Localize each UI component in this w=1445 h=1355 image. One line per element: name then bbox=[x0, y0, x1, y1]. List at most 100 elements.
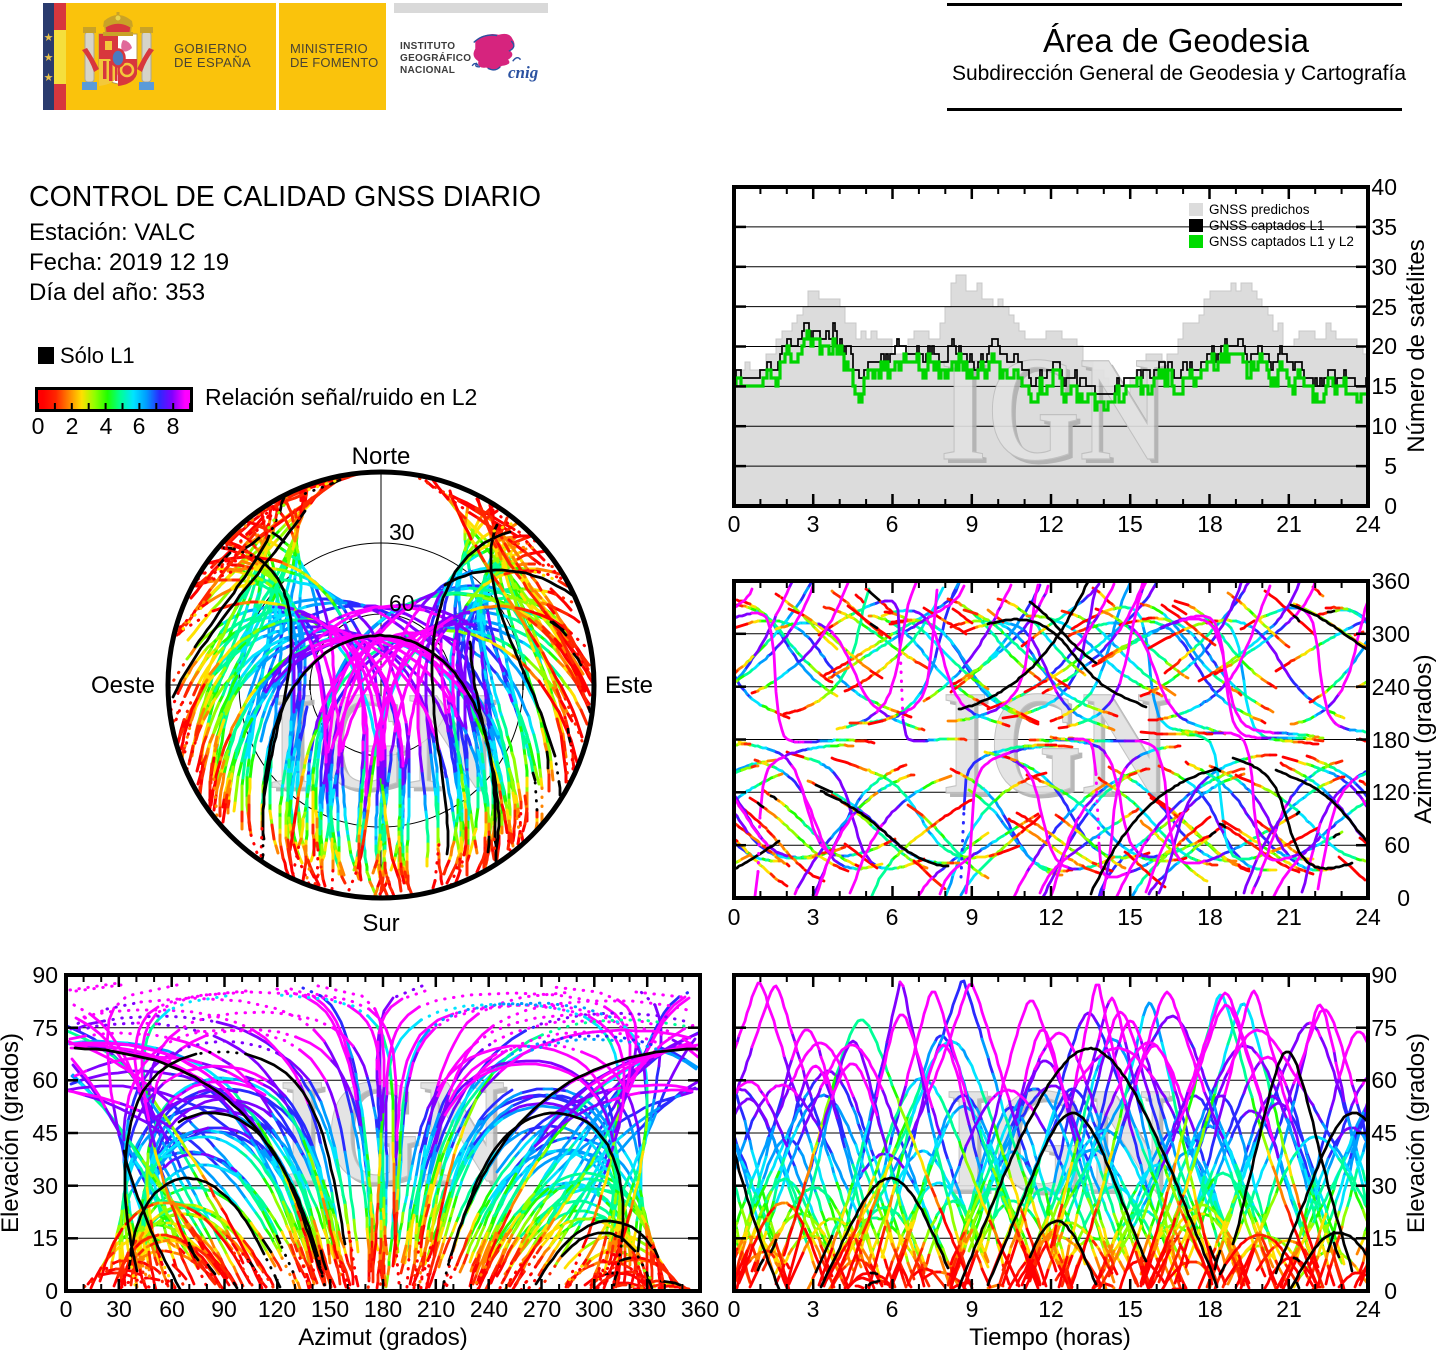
svg-text:45: 45 bbox=[32, 1120, 58, 1146]
svg-text:24: 24 bbox=[1355, 511, 1381, 537]
svg-text:21: 21 bbox=[1276, 904, 1302, 930]
svg-text:★: ★ bbox=[44, 72, 54, 84]
svg-text:NACIONAL: NACIONAL bbox=[400, 65, 455, 76]
svg-text:Relación señal/ruido en L2: Relación señal/ruido en L2 bbox=[205, 384, 477, 410]
svg-text:Elevación (grados): Elevación (grados) bbox=[0, 1033, 24, 1233]
svg-text:GEOGRÁFICO: GEOGRÁFICO bbox=[400, 51, 471, 64]
svg-text:Estación: VALC: Estación: VALC bbox=[29, 219, 195, 246]
svg-text:30: 30 bbox=[32, 1173, 58, 1199]
svg-text:6: 6 bbox=[886, 1296, 899, 1322]
svg-text:15: 15 bbox=[32, 1225, 58, 1251]
svg-text:18: 18 bbox=[1197, 511, 1223, 537]
svg-text:6: 6 bbox=[886, 511, 899, 537]
svg-text:cnig: cnig bbox=[508, 63, 539, 82]
svg-text:Área de Geodesia: Área de Geodesia bbox=[1043, 22, 1310, 59]
svg-text:240: 240 bbox=[470, 1296, 508, 1322]
svg-text:0: 0 bbox=[1397, 885, 1410, 911]
svg-text:GNSS predichos: GNSS predichos bbox=[1209, 202, 1310, 217]
svg-text:Azimut (grados): Azimut (grados) bbox=[1410, 654, 1437, 823]
svg-text:40: 40 bbox=[1371, 174, 1397, 200]
svg-text:270: 270 bbox=[523, 1296, 561, 1322]
svg-text:60: 60 bbox=[1371, 1067, 1397, 1093]
svg-text:12: 12 bbox=[1038, 511, 1064, 537]
svg-text:21: 21 bbox=[1276, 1296, 1302, 1322]
svg-text:15: 15 bbox=[1117, 1296, 1143, 1322]
svg-text:45: 45 bbox=[1371, 1120, 1397, 1146]
svg-text:90: 90 bbox=[211, 1296, 237, 1322]
svg-text:300: 300 bbox=[575, 1296, 613, 1322]
svg-text:15: 15 bbox=[1117, 511, 1143, 537]
svg-text:120: 120 bbox=[1372, 779, 1410, 805]
svg-text:6: 6 bbox=[133, 413, 146, 439]
svg-text:IGN: IGN bbox=[940, 326, 1166, 492]
svg-text:24: 24 bbox=[1355, 1296, 1381, 1322]
svg-text:Este: Este bbox=[605, 672, 653, 699]
svg-text:5: 5 bbox=[1384, 453, 1397, 479]
svg-text:75: 75 bbox=[32, 1015, 58, 1041]
svg-text:GOBIERNO: GOBIERNO bbox=[174, 41, 247, 56]
svg-text:60: 60 bbox=[32, 1067, 58, 1093]
svg-text:360: 360 bbox=[681, 1296, 719, 1322]
svg-text:90: 90 bbox=[1371, 962, 1397, 988]
svg-text:★: ★ bbox=[44, 32, 54, 44]
svg-text:35: 35 bbox=[1371, 214, 1397, 240]
svg-text:0: 0 bbox=[1384, 1278, 1397, 1304]
svg-text:15: 15 bbox=[1117, 904, 1143, 930]
svg-text:75: 75 bbox=[1371, 1015, 1397, 1041]
svg-text:12: 12 bbox=[1038, 1296, 1064, 1322]
svg-text:210: 210 bbox=[417, 1296, 455, 1322]
svg-text:4: 4 bbox=[100, 413, 113, 439]
svg-text:60: 60 bbox=[1384, 832, 1410, 858]
svg-text:120: 120 bbox=[258, 1296, 296, 1322]
svg-text:25: 25 bbox=[1371, 294, 1397, 320]
svg-text:9: 9 bbox=[966, 511, 979, 537]
svg-text:3: 3 bbox=[807, 904, 820, 930]
svg-text:DE FOMENTO: DE FOMENTO bbox=[290, 55, 378, 70]
svg-text:8: 8 bbox=[167, 413, 180, 439]
svg-text:Número de satélites: Número de satélites bbox=[1403, 239, 1430, 452]
svg-text:18: 18 bbox=[1197, 1296, 1223, 1322]
svg-text:10: 10 bbox=[1371, 413, 1397, 439]
svg-text:0: 0 bbox=[1384, 493, 1397, 519]
svg-text:9: 9 bbox=[966, 904, 979, 930]
svg-text:24: 24 bbox=[1355, 904, 1381, 930]
svg-text:0: 0 bbox=[45, 1278, 58, 1304]
svg-text:GNSS captados L1: GNSS captados L1 bbox=[1209, 218, 1325, 233]
svg-text:60: 60 bbox=[159, 1296, 185, 1322]
svg-text:150: 150 bbox=[311, 1296, 349, 1322]
svg-text:21: 21 bbox=[1276, 511, 1302, 537]
svg-text:180: 180 bbox=[1372, 727, 1410, 753]
svg-text:180: 180 bbox=[364, 1296, 402, 1322]
svg-text:330: 330 bbox=[628, 1296, 666, 1322]
svg-text:6: 6 bbox=[886, 904, 899, 930]
svg-text:Día del año: 353: Día del año: 353 bbox=[29, 279, 205, 306]
svg-text:9: 9 bbox=[966, 1296, 979, 1322]
svg-text:Fecha: 2019 12 19: Fecha: 2019 12 19 bbox=[29, 249, 229, 276]
svg-text:2: 2 bbox=[66, 413, 79, 439]
svg-text:Norte: Norte bbox=[352, 443, 411, 470]
svg-text:Oeste: Oeste bbox=[91, 672, 155, 699]
svg-text:Sólo L1: Sólo L1 bbox=[60, 343, 135, 368]
svg-text:30: 30 bbox=[389, 519, 415, 545]
svg-text:Elevación (grados): Elevación (grados) bbox=[1403, 1033, 1430, 1233]
svg-text:Subdirección General de Geodes: Subdirección General de Geodesia y Carto… bbox=[952, 62, 1406, 85]
svg-text:0: 0 bbox=[728, 511, 741, 537]
svg-text:3: 3 bbox=[807, 511, 820, 537]
svg-text:60: 60 bbox=[389, 590, 415, 616]
svg-text:Azimut (grados): Azimut (grados) bbox=[298, 1324, 467, 1350]
svg-text:240: 240 bbox=[1372, 674, 1410, 700]
svg-text:CONTROL DE CALIDAD GNSS DIARIO: CONTROL DE CALIDAD GNSS DIARIO bbox=[29, 181, 541, 213]
svg-text:30: 30 bbox=[106, 1296, 132, 1322]
svg-text:INSTITUTO: INSTITUTO bbox=[400, 41, 455, 52]
svg-text:3: 3 bbox=[807, 1296, 820, 1322]
svg-text:300: 300 bbox=[1372, 621, 1410, 647]
svg-text:Tiempo (horas): Tiempo (horas) bbox=[969, 1324, 1131, 1350]
svg-text:Sur: Sur bbox=[362, 910, 399, 937]
svg-text:MINISTERIO: MINISTERIO bbox=[290, 41, 368, 56]
svg-text:15: 15 bbox=[1371, 1225, 1397, 1251]
svg-text:12: 12 bbox=[1038, 904, 1064, 930]
svg-text:90: 90 bbox=[32, 962, 58, 988]
svg-text:0: 0 bbox=[32, 413, 45, 439]
svg-text:20: 20 bbox=[1371, 333, 1397, 359]
svg-text:30: 30 bbox=[1371, 254, 1397, 280]
